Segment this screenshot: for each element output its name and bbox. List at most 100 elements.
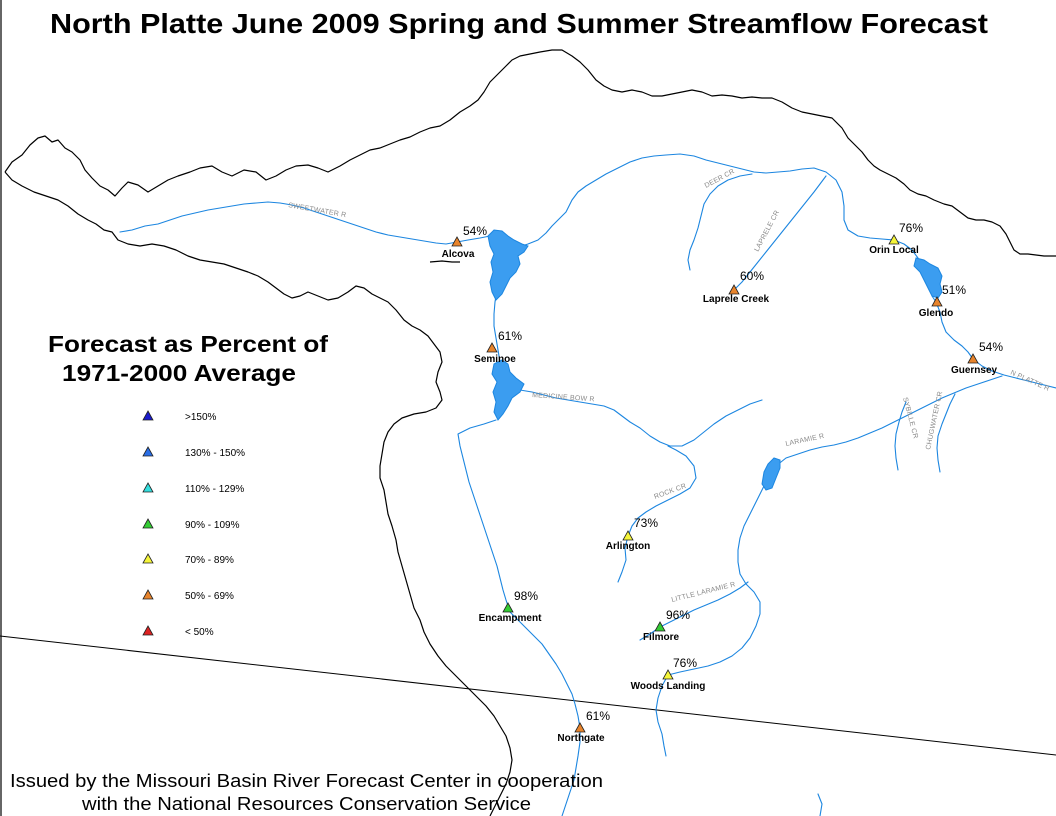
reservoir xyxy=(487,229,529,301)
legend-item: 70% - 89% xyxy=(142,553,234,566)
station-arlington: 73% Arlington xyxy=(606,516,659,552)
river-minor-stream xyxy=(817,793,823,816)
station-percent: 54% xyxy=(463,224,487,238)
river-north-platte-lower xyxy=(931,295,1056,389)
station-orin-local: 76% Orin Local xyxy=(869,221,923,256)
station-percent: 76% xyxy=(673,656,697,670)
station-name: Alcova xyxy=(442,249,475,260)
legend-item: 110% - 129% xyxy=(142,482,244,495)
station-percent: 51% xyxy=(942,283,966,297)
river-labels: SWEETWATER R DEER CR LAPRELE CR MEDICINE… xyxy=(288,168,1051,604)
station-guernsey: 54% Guernsey xyxy=(951,340,1003,376)
station-marker xyxy=(967,353,979,364)
reservoir xyxy=(491,359,525,421)
legend-label: 110% - 129% xyxy=(185,484,244,495)
station-woods-landing: 76% Woods Landing xyxy=(631,656,706,692)
station-percent: 54% xyxy=(979,340,1003,354)
station-marker xyxy=(574,722,586,733)
legend-marker xyxy=(142,482,154,493)
legend: Forecast as Percent of 1971-2000 Average… xyxy=(48,331,328,638)
station-percent: 61% xyxy=(498,329,522,343)
river-rock-creek xyxy=(627,445,697,537)
issuer-note-line2: with the National Resources Conservation… xyxy=(81,794,531,814)
basin-boundary-north xyxy=(4,49,1056,257)
river-deer-creek xyxy=(687,173,753,271)
legend-label: 50% - 69% xyxy=(185,591,234,602)
river-label-chugwater-creek: CHUGWATER CR xyxy=(925,391,944,451)
basin-boundary-inner xyxy=(429,260,460,263)
station-name: Encampment xyxy=(479,613,542,624)
river-laramie-headwaters xyxy=(655,674,669,757)
station-marker xyxy=(451,236,463,247)
issuer-note: Issued by the Missouri Basin River Forec… xyxy=(10,771,603,814)
station-marker xyxy=(888,234,900,245)
station-percent: 98% xyxy=(514,589,538,603)
river-between-reservoirs xyxy=(493,295,501,363)
station-marker xyxy=(622,530,634,541)
river-label-laramie: LARAMIE R xyxy=(785,433,825,448)
station-marker xyxy=(931,296,943,307)
legend-label: 90% - 109% xyxy=(185,520,240,531)
legend-title-line1: Forecast as Percent of xyxy=(48,331,328,357)
legend-item: 130% - 150% xyxy=(142,446,245,459)
station-glendo: 51% Glendo xyxy=(919,283,967,319)
river-label-north-platte: N PLATTE R xyxy=(1009,369,1050,392)
issuer-note-line1: Issued by the Missouri Basin River Forec… xyxy=(10,771,603,791)
river-sybille-creek xyxy=(894,401,907,471)
river-label-sybille-creek: SYBILLE CR xyxy=(901,397,919,440)
station-percent: 96% xyxy=(666,608,690,622)
river-medicine-bow xyxy=(519,389,763,447)
station-name: Glendo xyxy=(919,308,953,319)
river-laprele-creek xyxy=(733,175,827,291)
reservoirs xyxy=(487,229,943,491)
legend-item: 50% - 69% xyxy=(142,589,234,602)
river-north-platte-upper xyxy=(457,419,581,816)
legend-marker xyxy=(142,518,154,529)
legend-marker xyxy=(142,625,154,636)
legend-item: < 50% xyxy=(142,625,214,638)
basin-boundary-south xyxy=(4,171,513,816)
station-name: Arlington xyxy=(606,541,650,552)
legend-marker xyxy=(142,446,154,457)
legend-marker xyxy=(142,410,154,421)
station-marker xyxy=(502,602,514,613)
station-name: Northgate xyxy=(557,733,605,744)
river-label-little-laramie: LITTLE LARAMIE R xyxy=(671,581,737,604)
legend-label: 70% - 89% xyxy=(185,555,234,566)
map-title: North Platte June 2009 Spring and Summer… xyxy=(50,8,988,39)
station-laprele-creek: 60% Laprele Creek xyxy=(703,269,770,305)
legend-item: 90% - 109% xyxy=(142,518,240,531)
station-encampment: 98% Encampment xyxy=(479,589,542,624)
station-marker xyxy=(728,284,740,295)
legend-label: < 50% xyxy=(185,627,214,638)
river-label-medicine-bow: MEDICINE BOW R xyxy=(532,392,595,403)
legend-label: 130% - 150% xyxy=(185,448,245,459)
legend-title-line2: 1971-2000 Average xyxy=(62,360,296,386)
station-northgate: 61% Northgate xyxy=(557,709,610,744)
legend-label: >150% xyxy=(185,412,217,423)
station-marker xyxy=(486,342,498,353)
river-label-laprele-creek: LAPRELE CR xyxy=(754,209,782,253)
basin-boundary xyxy=(4,49,1056,816)
station-name: Orin Local xyxy=(869,245,919,256)
river-rock-creek-lower xyxy=(617,535,629,583)
river-label-sweetwater: SWEETWATER R xyxy=(288,202,347,219)
river-sweetwater xyxy=(119,201,491,245)
state-line xyxy=(0,635,1056,756)
forecast-stations: 54% Alcova 61% Seminoe 76% Orin Local 60… xyxy=(442,221,1004,744)
station-percent: 60% xyxy=(740,269,764,283)
station-marker xyxy=(654,621,666,632)
legend-item: >150% xyxy=(142,410,217,423)
station-seminoe: 61% Seminoe xyxy=(474,329,522,365)
river-north-platte-middle xyxy=(514,153,919,259)
station-name: Seminoe xyxy=(474,354,516,365)
legend-marker xyxy=(142,589,154,600)
station-filmore: 96% Filmore xyxy=(643,608,690,643)
legend-marker xyxy=(142,553,154,564)
station-percent: 61% xyxy=(586,709,610,723)
station-percent: 76% xyxy=(899,221,923,235)
station-alcova: 54% Alcova xyxy=(442,224,488,260)
reservoir xyxy=(913,257,943,299)
station-name: Filmore xyxy=(643,632,680,643)
